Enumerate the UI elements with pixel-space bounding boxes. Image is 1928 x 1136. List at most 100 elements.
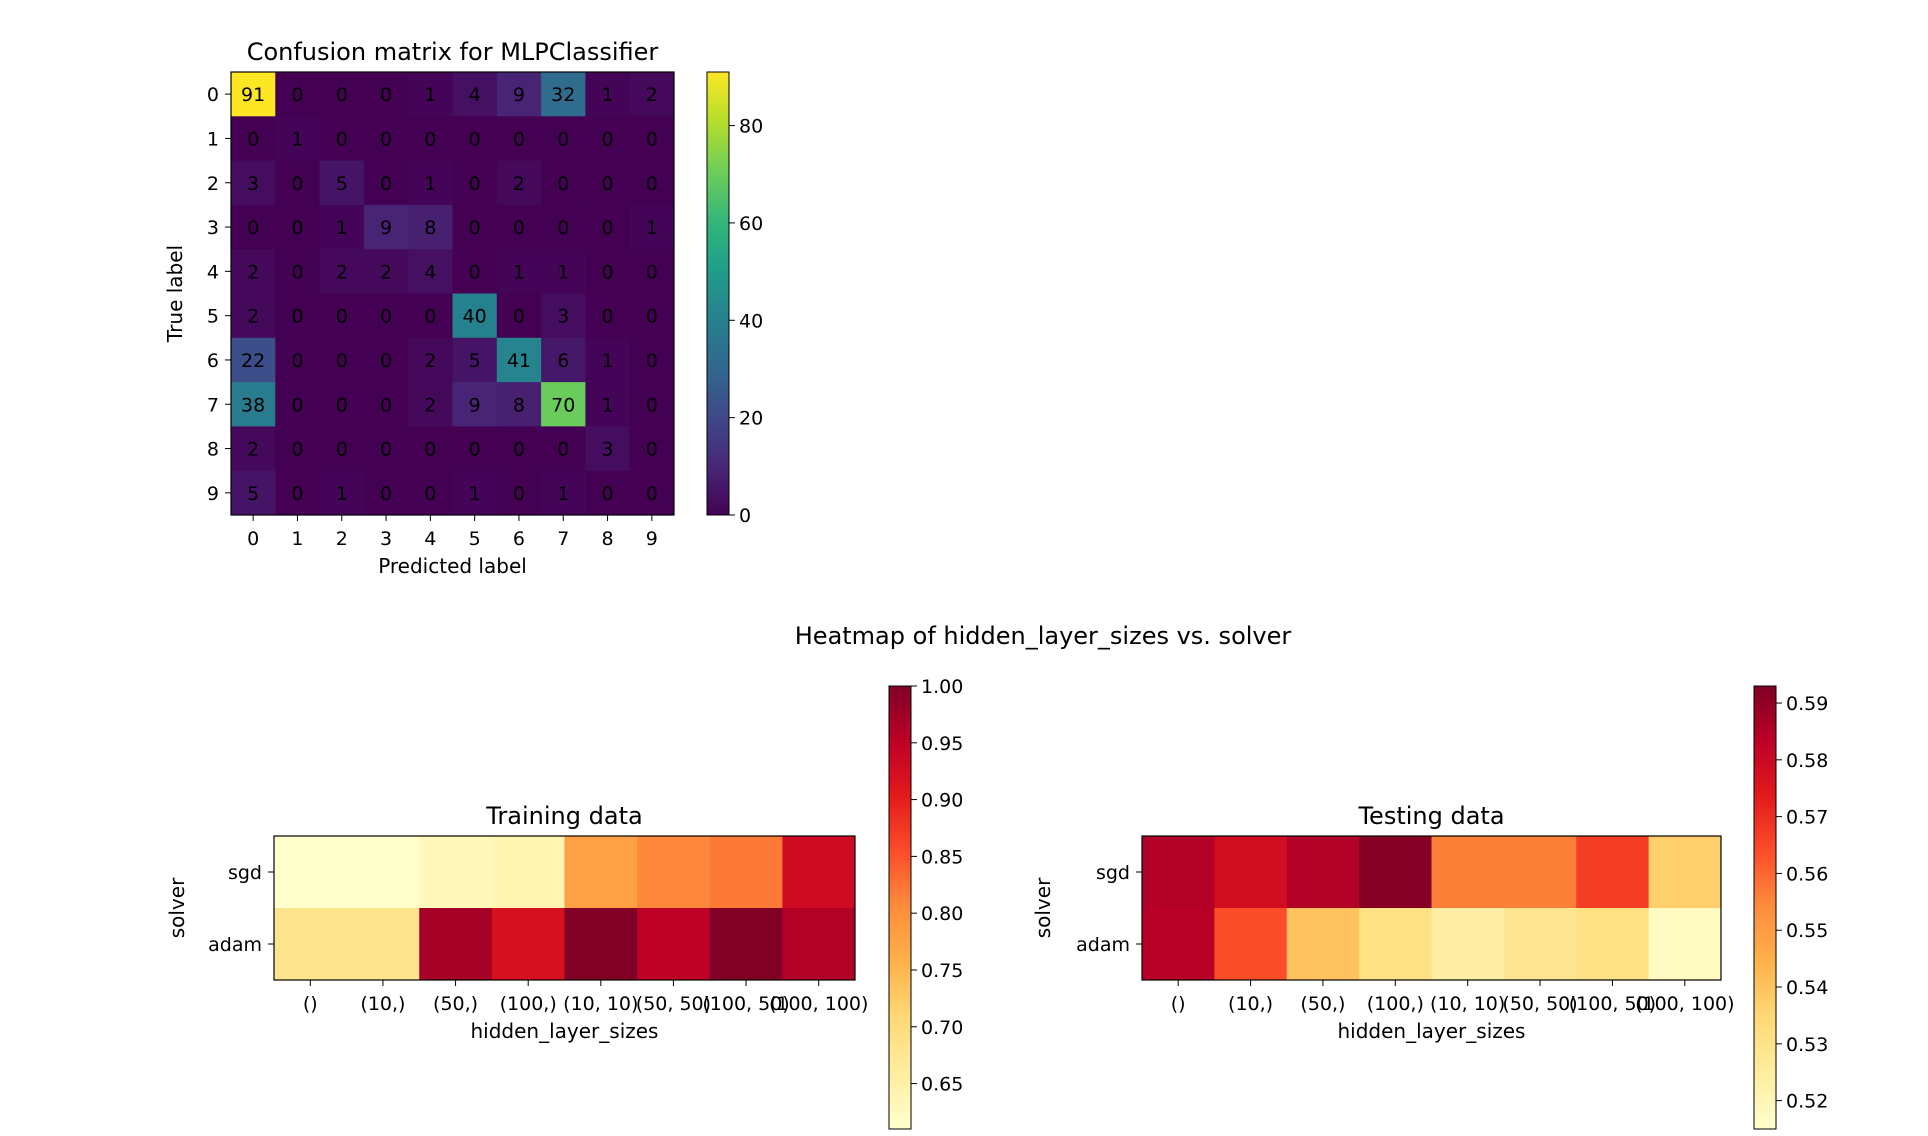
heatmap-cell xyxy=(346,908,420,981)
cell-value-label: 0 xyxy=(291,173,303,195)
cell-value-label: 0 xyxy=(646,261,658,283)
cell-value-label: 9 xyxy=(469,394,481,416)
cell-value-label: 2 xyxy=(247,261,259,283)
heatmap-cell xyxy=(275,72,321,117)
heatmap-cell xyxy=(363,72,409,117)
heatmap-cell xyxy=(452,116,498,162)
x-tick-label: (100, 50) xyxy=(702,993,789,1015)
heatmap-cell xyxy=(585,116,631,162)
heatmap-cell xyxy=(496,426,542,472)
heatmap-cell xyxy=(629,337,675,383)
heatmap-cell xyxy=(629,116,675,162)
cell-value-label: 0 xyxy=(646,394,658,416)
heatmap-cell xyxy=(275,337,321,383)
colorbar-tick-label: 0 xyxy=(739,505,751,527)
heatmap-cell xyxy=(408,72,453,117)
cell-value-label: 3 xyxy=(247,173,259,195)
heatmap-cell xyxy=(452,382,498,427)
cell-value-label: 2 xyxy=(247,306,259,328)
plot-frame xyxy=(230,71,675,516)
cell-value-label: 0 xyxy=(380,306,392,328)
cell-value-label: 0 xyxy=(469,128,481,150)
x-tick-label: (100, 100) xyxy=(1635,993,1734,1015)
cell-value-label: 0 xyxy=(291,439,303,461)
heatmap-cell xyxy=(541,470,586,516)
cell-value-label: 4 xyxy=(469,84,481,106)
cell-value-label: 9 xyxy=(513,84,525,106)
x-tick-label: 7 xyxy=(557,528,569,550)
y-tick-label: 4 xyxy=(207,261,219,283)
colorbar-tick-label: 0.54 xyxy=(1786,977,1828,999)
heatmap-cell xyxy=(231,116,276,162)
cell-value-label: 91 xyxy=(241,84,265,106)
cell-value-label: 1 xyxy=(602,394,614,416)
heatmap-cell xyxy=(363,293,409,339)
cell-value-label: 0 xyxy=(602,128,614,150)
x-tick-label: 1 xyxy=(291,528,303,550)
x-tick-label: 9 xyxy=(646,528,658,550)
heatmap-cell xyxy=(408,293,453,339)
heatmap-cell xyxy=(231,470,276,516)
heatmap-cell xyxy=(452,426,498,472)
cell-value-label: 0 xyxy=(602,217,614,239)
cell-value-label: 0 xyxy=(291,350,303,372)
x-tick-label: (100, 50) xyxy=(1569,993,1656,1015)
heatmap-cell xyxy=(231,72,276,117)
heatmap-cell xyxy=(585,337,631,383)
heatmap-cell xyxy=(1214,908,1288,981)
cell-value-label: 0 xyxy=(602,261,614,283)
x-tick-label: (100,) xyxy=(500,993,557,1015)
cell-value-label: 40 xyxy=(463,306,487,328)
heatmap-cell xyxy=(408,160,453,206)
heatmap-cell xyxy=(1286,908,1360,981)
heatmap-cell xyxy=(637,908,711,981)
suptitle: Heatmap of hidden_layer_sizes vs. solver xyxy=(795,622,1292,650)
x-tick-label: 5 xyxy=(469,528,481,550)
y-tick-label: sgd xyxy=(228,862,262,884)
heatmap-cell xyxy=(496,249,542,294)
heatmap-cell xyxy=(585,470,631,516)
chart-title: Training data xyxy=(485,802,642,830)
heatmap-cell xyxy=(496,293,542,339)
cell-value-label: 2 xyxy=(513,173,525,195)
heatmap-cell xyxy=(231,293,276,339)
heatmap-cell xyxy=(363,249,409,294)
heatmap-cell xyxy=(496,204,542,250)
cell-value-label: 0 xyxy=(646,306,658,328)
heatmap-cell xyxy=(496,470,542,516)
cell-value-label: 0 xyxy=(424,483,436,505)
x-tick-label: (50,) xyxy=(433,993,478,1015)
heatmap-cell xyxy=(491,908,565,981)
cell-value-label: 1 xyxy=(557,261,569,283)
cell-value-label: 5 xyxy=(336,173,348,195)
x-tick-label: 4 xyxy=(424,528,436,550)
heatmap-cell xyxy=(275,293,321,339)
heatmap-cell xyxy=(1648,836,1722,909)
colorbar-tick-label: 0.52 xyxy=(1786,1091,1828,1113)
cell-value-label: 0 xyxy=(380,128,392,150)
y-tick-label: 3 xyxy=(207,217,219,239)
cell-value-label: 8 xyxy=(424,217,436,239)
y-tick-label: adam xyxy=(1076,934,1130,956)
heatmap-cell xyxy=(585,249,631,294)
y-tick-label: 1 xyxy=(207,128,219,150)
cell-value-label: 3 xyxy=(557,306,569,328)
heatmap-cell xyxy=(1359,908,1432,981)
heatmap-cell xyxy=(319,116,365,162)
cell-value-label: 0 xyxy=(513,306,525,328)
heatmap-cell xyxy=(1503,836,1577,909)
cell-value-label: 5 xyxy=(469,350,481,372)
heatmap-cell xyxy=(452,249,498,294)
cell-value-label: 0 xyxy=(380,173,392,195)
cell-value-label: 0 xyxy=(247,128,259,150)
colorbar-tick-label: 0.70 xyxy=(921,1017,963,1039)
heatmap-cell xyxy=(231,249,276,294)
heatmap-cell xyxy=(231,382,276,427)
heatmap-cell xyxy=(319,426,365,472)
cell-value-label: 0 xyxy=(646,483,658,505)
heatmap-cell xyxy=(452,293,498,339)
cell-value-label: 6 xyxy=(557,350,569,372)
cell-value-label: 0 xyxy=(380,483,392,505)
cell-value-label: 0 xyxy=(336,350,348,372)
